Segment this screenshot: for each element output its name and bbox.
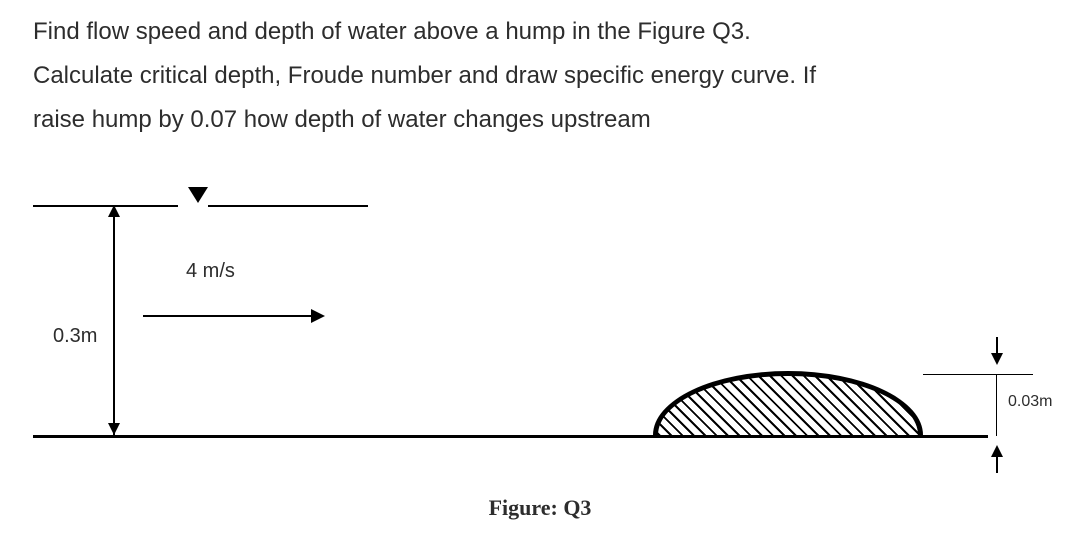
figure-caption-id: Q3 bbox=[563, 495, 591, 520]
depth-arrow-down-icon bbox=[108, 423, 120, 435]
water-surface-line-left bbox=[33, 205, 178, 207]
hump-arrow-bottom-stem bbox=[996, 453, 998, 473]
problem-line-1: Find flow speed and depth of water above… bbox=[33, 18, 751, 45]
hump-top-extension-line bbox=[923, 374, 1033, 375]
channel-hump bbox=[653, 371, 923, 435]
hump-arrow-top-icon bbox=[991, 353, 1003, 365]
figure-diagram: 0.3m 4 m/s 0.03m bbox=[33, 175, 1053, 485]
velocity-label: 4 m/s bbox=[186, 260, 235, 283]
problem-statement: Find flow speed and depth of water above… bbox=[33, 10, 1053, 142]
depth-arrow-up-icon bbox=[108, 205, 120, 217]
velocity-arrow-shaft bbox=[143, 315, 313, 317]
free-surface-marker-icon bbox=[188, 187, 208, 203]
hump-height-label: 0.03m bbox=[1008, 393, 1052, 411]
hump-dimension-line bbox=[996, 374, 997, 436]
channel-bed-line bbox=[33, 435, 988, 438]
upstream-depth-label: 0.3m bbox=[53, 325, 97, 348]
velocity-arrow-head-icon bbox=[311, 309, 325, 323]
depth-dimension-line bbox=[113, 205, 115, 435]
problem-line-2: Calculate critical depth, Froude number … bbox=[33, 62, 816, 89]
problem-line-3: raise hump by 0.07 how depth of water ch… bbox=[33, 106, 651, 133]
figure-caption: Figure: Q3 bbox=[0, 495, 1080, 521]
water-surface-line-right bbox=[208, 205, 368, 207]
figure-caption-prefix: Figure: bbox=[489, 495, 564, 520]
